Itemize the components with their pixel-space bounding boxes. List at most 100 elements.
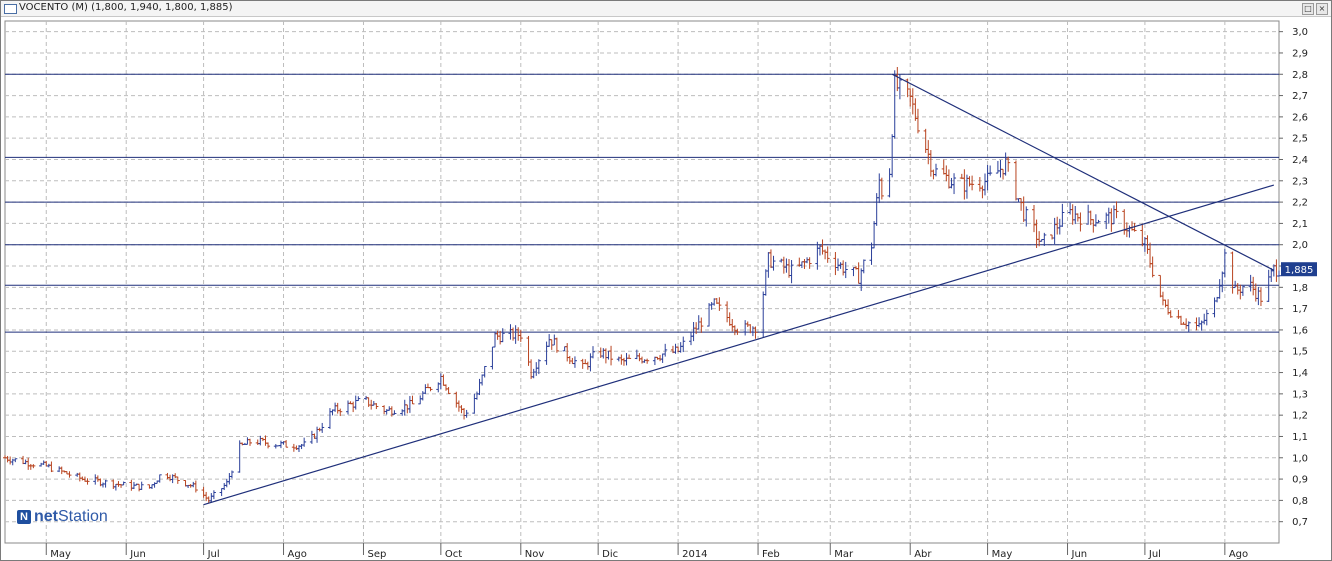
ohlc-chart[interactable]: 3,02,92,82,72,62,52,42,32,22,12,01,91,81… [1,17,1331,560]
y-tick-label: 2,8 [1292,70,1308,81]
ohlc-bar [85,478,90,485]
ohlc-bar [609,345,614,366]
y-tick-label: 2,2 [1292,198,1308,209]
ohlc-bar [861,259,866,274]
ohlc-bar [338,408,343,417]
ohlc-bar [446,387,451,394]
ohlc-bar [500,328,505,343]
ohlc-bar [789,260,794,284]
y-tick-label: 0,7 [1292,517,1308,528]
ohlc-bar [356,396,361,402]
ohlc-bar [825,246,830,263]
y-tick-label: 2,0 [1292,240,1308,251]
x-tick-label: May [50,549,71,560]
ohlc-bar [13,458,18,463]
ohlc-bar [302,437,307,447]
ohlc-bar [681,336,686,353]
ohlc-bar [934,163,938,177]
ohlc-bar [482,365,487,378]
y-tick-label: 2,9 [1292,48,1308,59]
ohlc-bar [211,490,216,500]
ohlc-bar [1006,156,1011,172]
ohlc-bar [103,479,108,488]
ohlc-bar [1240,285,1245,296]
x-tick-label: Ago [1229,549,1248,560]
y-tick-label: 1,0 [1292,453,1308,464]
ohlc-bar [879,177,884,200]
ohlc-bar [1258,287,1263,307]
y-tick-label: 1,4 [1292,368,1308,379]
ohlc-bar [591,346,595,359]
ohlc-bar [627,354,632,359]
ohlc-bar [518,330,523,342]
ohlc-bar [175,476,180,484]
ohlc-bars [3,67,1281,504]
x-tick-label: Jun [129,549,146,560]
x-tick-label: Dic [602,549,618,560]
x-tick-label: Feb [762,549,780,560]
ohlc-bar [753,326,758,339]
ohlc-bar [193,480,198,493]
ohlc-bar [1168,310,1173,318]
ohlc-bar [49,461,54,473]
ohlc-bar [1204,309,1209,326]
window-titlebar[interactable]: VOCENTO (M) (1,800, 1,940, 1,800, 1,885)… [1,1,1331,17]
y-tick-label: 1,5 [1292,347,1308,358]
ohlc-bar [266,442,271,449]
ohlc-bar [807,257,812,269]
ohlc-bar [1060,203,1065,227]
ohlc-bar [645,358,650,364]
x-tick-label: Jul [207,549,220,560]
y-tick-label: 2,3 [1292,176,1308,187]
ohlc-bar [1277,270,1281,277]
y-tick-label: 2,7 [1292,91,1308,102]
ohlc-bar [157,474,162,483]
ohlc-bar [1096,219,1101,224]
y-tick-label: 1,6 [1292,325,1308,336]
y-tick-label: 3,0 [1292,27,1308,38]
x-tick-label: Jul [1148,549,1161,560]
ohlc-bar [536,359,541,375]
ohlc-bar [31,464,36,469]
ohlc-bar [771,255,776,271]
trendline [891,73,1275,271]
ohlc-bar [735,328,740,335]
y-tick-label: 1,1 [1292,432,1308,443]
ohlc-bar [464,409,469,418]
x-tick-label: Oct [445,549,462,560]
y-tick-label: 2,1 [1292,219,1308,230]
ohlc-bar [428,386,433,392]
y-tick-label: 0,8 [1292,496,1308,507]
y-tick-label: 2,4 [1292,155,1308,166]
last-price-label: 1,885 [1285,265,1314,276]
last-price-badge [1281,262,1317,277]
x-tick-label: May [992,549,1013,560]
ohlc-bar [1078,212,1083,232]
y-tick-label: 2,6 [1292,112,1308,123]
close-icon[interactable]: × [1316,3,1328,15]
x-tick-label: 2014 [682,549,707,560]
ohlc-bar [988,165,993,176]
ohlc-bar [248,438,252,446]
chart-window-icon [4,4,17,14]
ohlc-bar [67,471,72,478]
window-title: VOCENTO (M) (1,800, 1,940, 1,800, 1,885) [19,2,233,13]
ohlc-bar [1024,206,1029,227]
ohlc-bar [121,481,126,486]
ohlc-bar [374,403,379,410]
x-tick-label: Abr [914,549,932,560]
ohlc-bar [952,173,957,195]
ohlc-bar [284,440,289,448]
ohlc-bar [1150,256,1155,278]
restore-icon[interactable]: □ [1302,3,1314,15]
ohlc-bar [1114,201,1119,219]
ohlc-bar [843,261,848,279]
ohlc-bar [1186,321,1191,333]
ohlc-bar [717,297,722,311]
y-tick-label: 2,5 [1292,134,1308,145]
ohlc-bar [699,317,704,333]
y-tick-label: 1,7 [1292,304,1308,315]
ohlc-bar [663,343,668,357]
